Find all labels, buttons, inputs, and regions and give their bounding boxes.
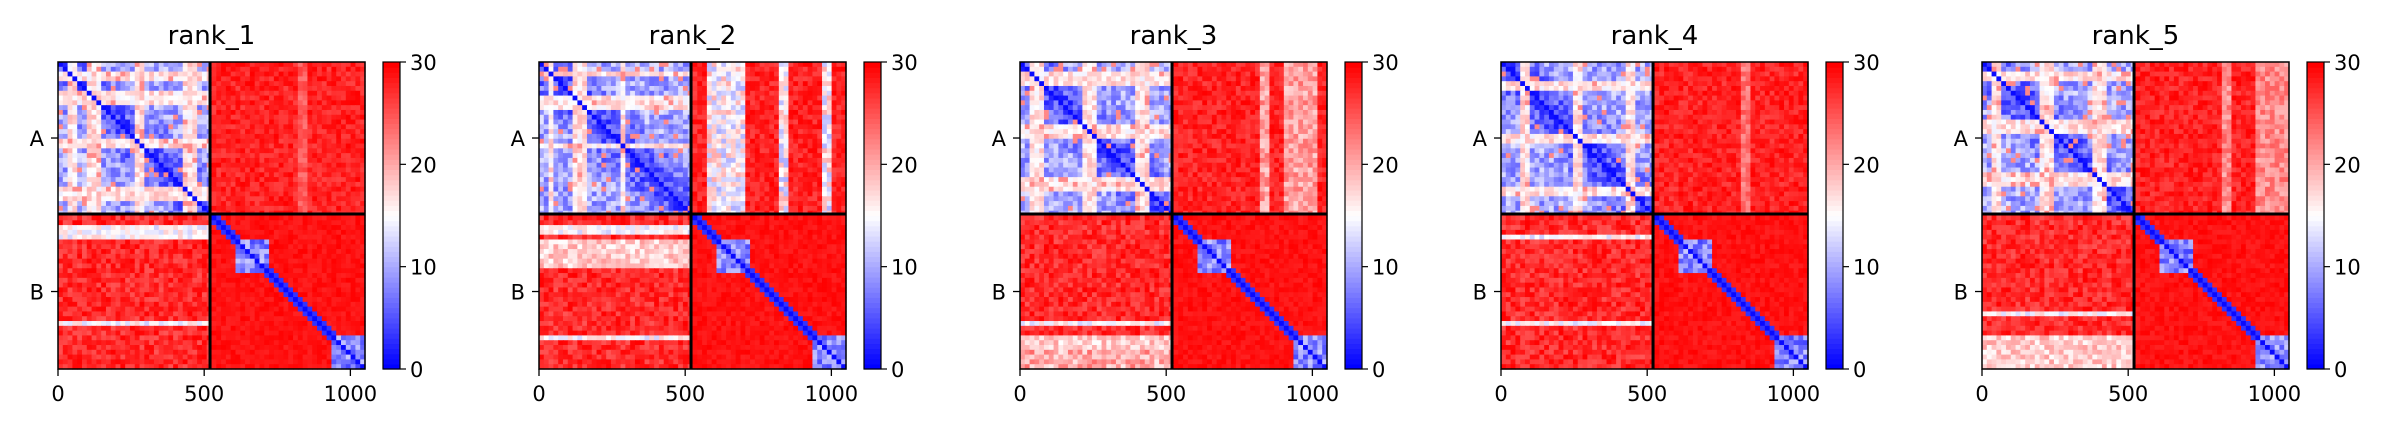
colorbar-tick-label: 20 xyxy=(1853,153,1880,177)
colorbar-tick-label: 0 xyxy=(1853,358,1866,382)
chain-label-A: A xyxy=(992,127,1007,151)
x-tick-label: 500 xyxy=(1627,382,1667,406)
colorbar-tick-label: 20 xyxy=(410,153,437,177)
x-tick-label: 1000 xyxy=(2248,382,2301,406)
colorbar-tick-label: 10 xyxy=(1853,256,1880,280)
panel-title: rank_3 xyxy=(1130,21,1218,51)
colorbar-tick-label: 10 xyxy=(410,256,437,280)
colorbar-tick-label: 0 xyxy=(2334,358,2347,382)
chain-label-B: B xyxy=(992,281,1006,305)
x-tick-label: 1000 xyxy=(1286,382,1339,406)
heatmap-image xyxy=(58,62,366,370)
colorbar-tick-label: 20 xyxy=(2334,153,2361,177)
x-tick-label: 500 xyxy=(1146,382,1186,406)
colorbar-tick-label: 10 xyxy=(1372,256,1399,280)
colorbar-tick-label: 30 xyxy=(1853,51,1880,75)
chain-label-B: B xyxy=(30,281,44,305)
panel-title: rank_5 xyxy=(2092,21,2180,51)
colorbar-tick-label: 10 xyxy=(891,256,918,280)
x-tick-label: 1000 xyxy=(324,382,377,406)
chain-label-B: B xyxy=(1954,281,1968,305)
heatmap-image xyxy=(1982,62,2290,370)
panel-title: rank_1 xyxy=(168,21,256,51)
chain-label-A: A xyxy=(1954,127,1969,151)
panel-title: rank_2 xyxy=(649,21,737,51)
colorbar-tick-label: 20 xyxy=(891,153,918,177)
chain-label-B: B xyxy=(1473,281,1487,305)
x-tick-label: 1000 xyxy=(1767,382,1820,406)
colorbar-tick-label: 30 xyxy=(410,51,437,75)
colorbar-tick-label: 30 xyxy=(1372,51,1399,75)
heatmap-image xyxy=(1020,62,1328,370)
colorbar-tick-label: 10 xyxy=(2334,256,2361,280)
x-tick-label: 1000 xyxy=(805,382,858,406)
panel-title: rank_4 xyxy=(1611,21,1699,51)
x-tick-label: 500 xyxy=(665,382,705,406)
x-tick-label: 0 xyxy=(1013,382,1026,406)
x-tick-label: 0 xyxy=(51,382,64,406)
x-tick-label: 500 xyxy=(2108,382,2148,406)
chain-label-A: A xyxy=(511,127,526,151)
colorbar-tick-label: 0 xyxy=(891,358,904,382)
colorbar-tick-label: 30 xyxy=(891,51,918,75)
chain-label-A: A xyxy=(1473,127,1488,151)
colorbar-tick-label: 20 xyxy=(1372,153,1399,177)
chain-label-B: B xyxy=(511,281,525,305)
colorbar-tick-label: 30 xyxy=(2334,51,2361,75)
colorbar-tick-label: 0 xyxy=(410,358,423,382)
x-tick-label: 0 xyxy=(1494,382,1507,406)
x-tick-label: 0 xyxy=(1975,382,1988,406)
x-tick-label: 0 xyxy=(532,382,545,406)
x-tick-label: 500 xyxy=(184,382,224,406)
heatmap-image xyxy=(539,62,847,370)
chain-label-A: A xyxy=(30,127,45,151)
heatmap-image xyxy=(1501,62,1809,370)
colorbar-tick-label: 0 xyxy=(1372,358,1385,382)
